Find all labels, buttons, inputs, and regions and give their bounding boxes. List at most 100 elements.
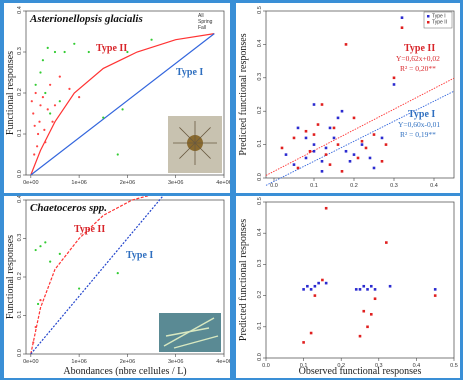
data-point-type-ii — [358, 334, 362, 338]
data-point-spring — [78, 287, 81, 290]
data-point-type-ii — [344, 43, 348, 46]
data-point-type-ii — [308, 149, 312, 153]
data-point-type-ii — [352, 116, 356, 120]
data-point-type-i — [320, 160, 324, 163]
data-point-fall — [32, 112, 35, 115]
data-point-fall — [32, 341, 35, 344]
y-tick-label: 0.1 — [257, 140, 263, 148]
chart-predicted-fit: 0.0 0.1 0.2 0.3 0.4 0.0 0.1 0.2 0.3 0.4 0.5 Predict… — [238, 6, 455, 189]
data-point-spring — [116, 153, 119, 156]
data-point-type-ii — [332, 126, 336, 130]
data-point-spring — [150, 38, 153, 41]
data-point-spring — [39, 245, 42, 248]
y-tick-label: 0.3 — [17, 47, 23, 55]
data-point-type-ii — [384, 143, 388, 146]
data-point-type-i — [324, 281, 328, 285]
data-point-fall — [43, 128, 46, 131]
data-point-type-i — [324, 146, 328, 150]
data-point-type-ii — [280, 146, 284, 150]
data-point-spring — [41, 59, 45, 62]
data-point-type-i — [388, 284, 392, 288]
chart-title: Asterionellopsis glacialis — [29, 13, 143, 25]
data-point-type-i — [336, 116, 340, 120]
legend-entry: Fall — [198, 25, 206, 31]
data-point-fall — [30, 100, 33, 103]
cell-spine — [179, 142, 196, 159]
data-point-type-i — [358, 288, 362, 291]
data-point-type-i — [340, 109, 344, 113]
data-point-spring — [58, 100, 61, 103]
data-point-type-i — [328, 126, 332, 130]
data-point-spring — [34, 83, 37, 86]
x-tick-label: 3e+06 — [168, 180, 183, 186]
panel-predicted-fit: 0.0 0.1 0.2 0.3 0.4 0.0 0.1 0.2 0.3 0.4 0.5 Predict… — [236, 3, 460, 193]
x-tick-label: 0e+00 — [23, 180, 38, 186]
y-tick-label: 0.1 — [17, 311, 23, 319]
data-point-fall — [44, 141, 47, 144]
type-ii-label: Type II — [404, 43, 435, 54]
cell-spine — [194, 142, 211, 159]
data-point-fall — [39, 299, 42, 302]
x-tick-label: 0.2 — [337, 363, 345, 369]
x-tick-label: 0.0 — [270, 183, 278, 189]
curve-type-i — [30, 33, 215, 176]
data-point-spring — [102, 116, 105, 119]
microscope-photo-asterionellopsis — [168, 116, 222, 173]
y-tick-label: 0.4 — [257, 228, 263, 236]
data-point-type-ii — [292, 136, 296, 140]
curve-type-i — [30, 196, 164, 355]
data-point-spring — [44, 91, 47, 95]
y-tick-label: 0.2 — [17, 88, 23, 96]
data-point-type-ii — [364, 146, 368, 150]
data-point-type-ii — [321, 278, 324, 282]
data-point-type-i — [306, 284, 309, 288]
chart-title: Chaetoceros spp. — [30, 202, 107, 214]
data-point-type-ii — [360, 139, 364, 143]
data-point-fall — [36, 145, 39, 148]
data-point-type-ii — [400, 26, 404, 29]
curve-type-ii — [30, 196, 150, 355]
x-tick-label: 4e+06 — [216, 359, 230, 365]
data-point-type-i — [312, 103, 316, 106]
data-point-fall — [49, 83, 52, 86]
data-point-type-ii — [373, 297, 377, 301]
data-point-spring — [49, 112, 52, 115]
legend-entry: Type II — [432, 20, 447, 26]
x-tick-label: 4e+06 — [216, 180, 230, 186]
microscope-photo-chaetoceros — [159, 313, 221, 352]
type-ii-label: Type II — [96, 43, 127, 54]
panel-chaetoceros: 0e+00 1e+06 2e+06 3e+06 4e+06 0.0 0.1 0.2 0.3 0.4… — [4, 196, 230, 378]
data-point-type-i — [304, 156, 308, 160]
cell-chain — [165, 327, 210, 337]
data-point-type-ii — [313, 294, 317, 297]
data-point-type-i — [352, 153, 356, 156]
x-tick-label: 2e+06 — [120, 359, 135, 365]
curve-type-ii — [30, 33, 215, 176]
x-tick-label: 0.4 — [430, 183, 438, 189]
x-tick-label: 0.3 — [390, 183, 398, 189]
y-tick-label: 0.2 — [17, 272, 23, 280]
x-tick-label: 3e+06 — [168, 359, 183, 365]
x-tick-label: 1e+06 — [71, 180, 86, 186]
type-ii-label: Type II — [74, 224, 105, 235]
data-point-type-i — [313, 284, 317, 288]
data-point-type-i — [309, 288, 313, 291]
data-point-type-ii — [340, 170, 344, 173]
data-point-fall — [41, 96, 45, 99]
data-point-type-i — [284, 153, 288, 156]
x-tick-label: 0.5 — [450, 363, 458, 369]
y-tick-label: 0.0 — [17, 170, 23, 178]
data-point-type-ii — [369, 313, 373, 316]
data-point-type-i — [312, 143, 316, 146]
x-tick-label: 0.2 — [350, 183, 358, 189]
data-point-type-i — [312, 149, 316, 153]
y-tick-label: 0.5 — [257, 6, 263, 14]
data-point-type-i — [296, 126, 300, 130]
data-point-type-ii — [328, 163, 332, 166]
y-tick-label: 0.4 — [257, 40, 263, 48]
legend-swatch — [427, 21, 430, 24]
y-tick-label: 0.3 — [17, 234, 23, 242]
y-tick-label: 0.5 — [257, 197, 263, 205]
y-axis-label: Functional responses — [5, 51, 16, 135]
y-tick-label: 0.1 — [257, 322, 263, 330]
